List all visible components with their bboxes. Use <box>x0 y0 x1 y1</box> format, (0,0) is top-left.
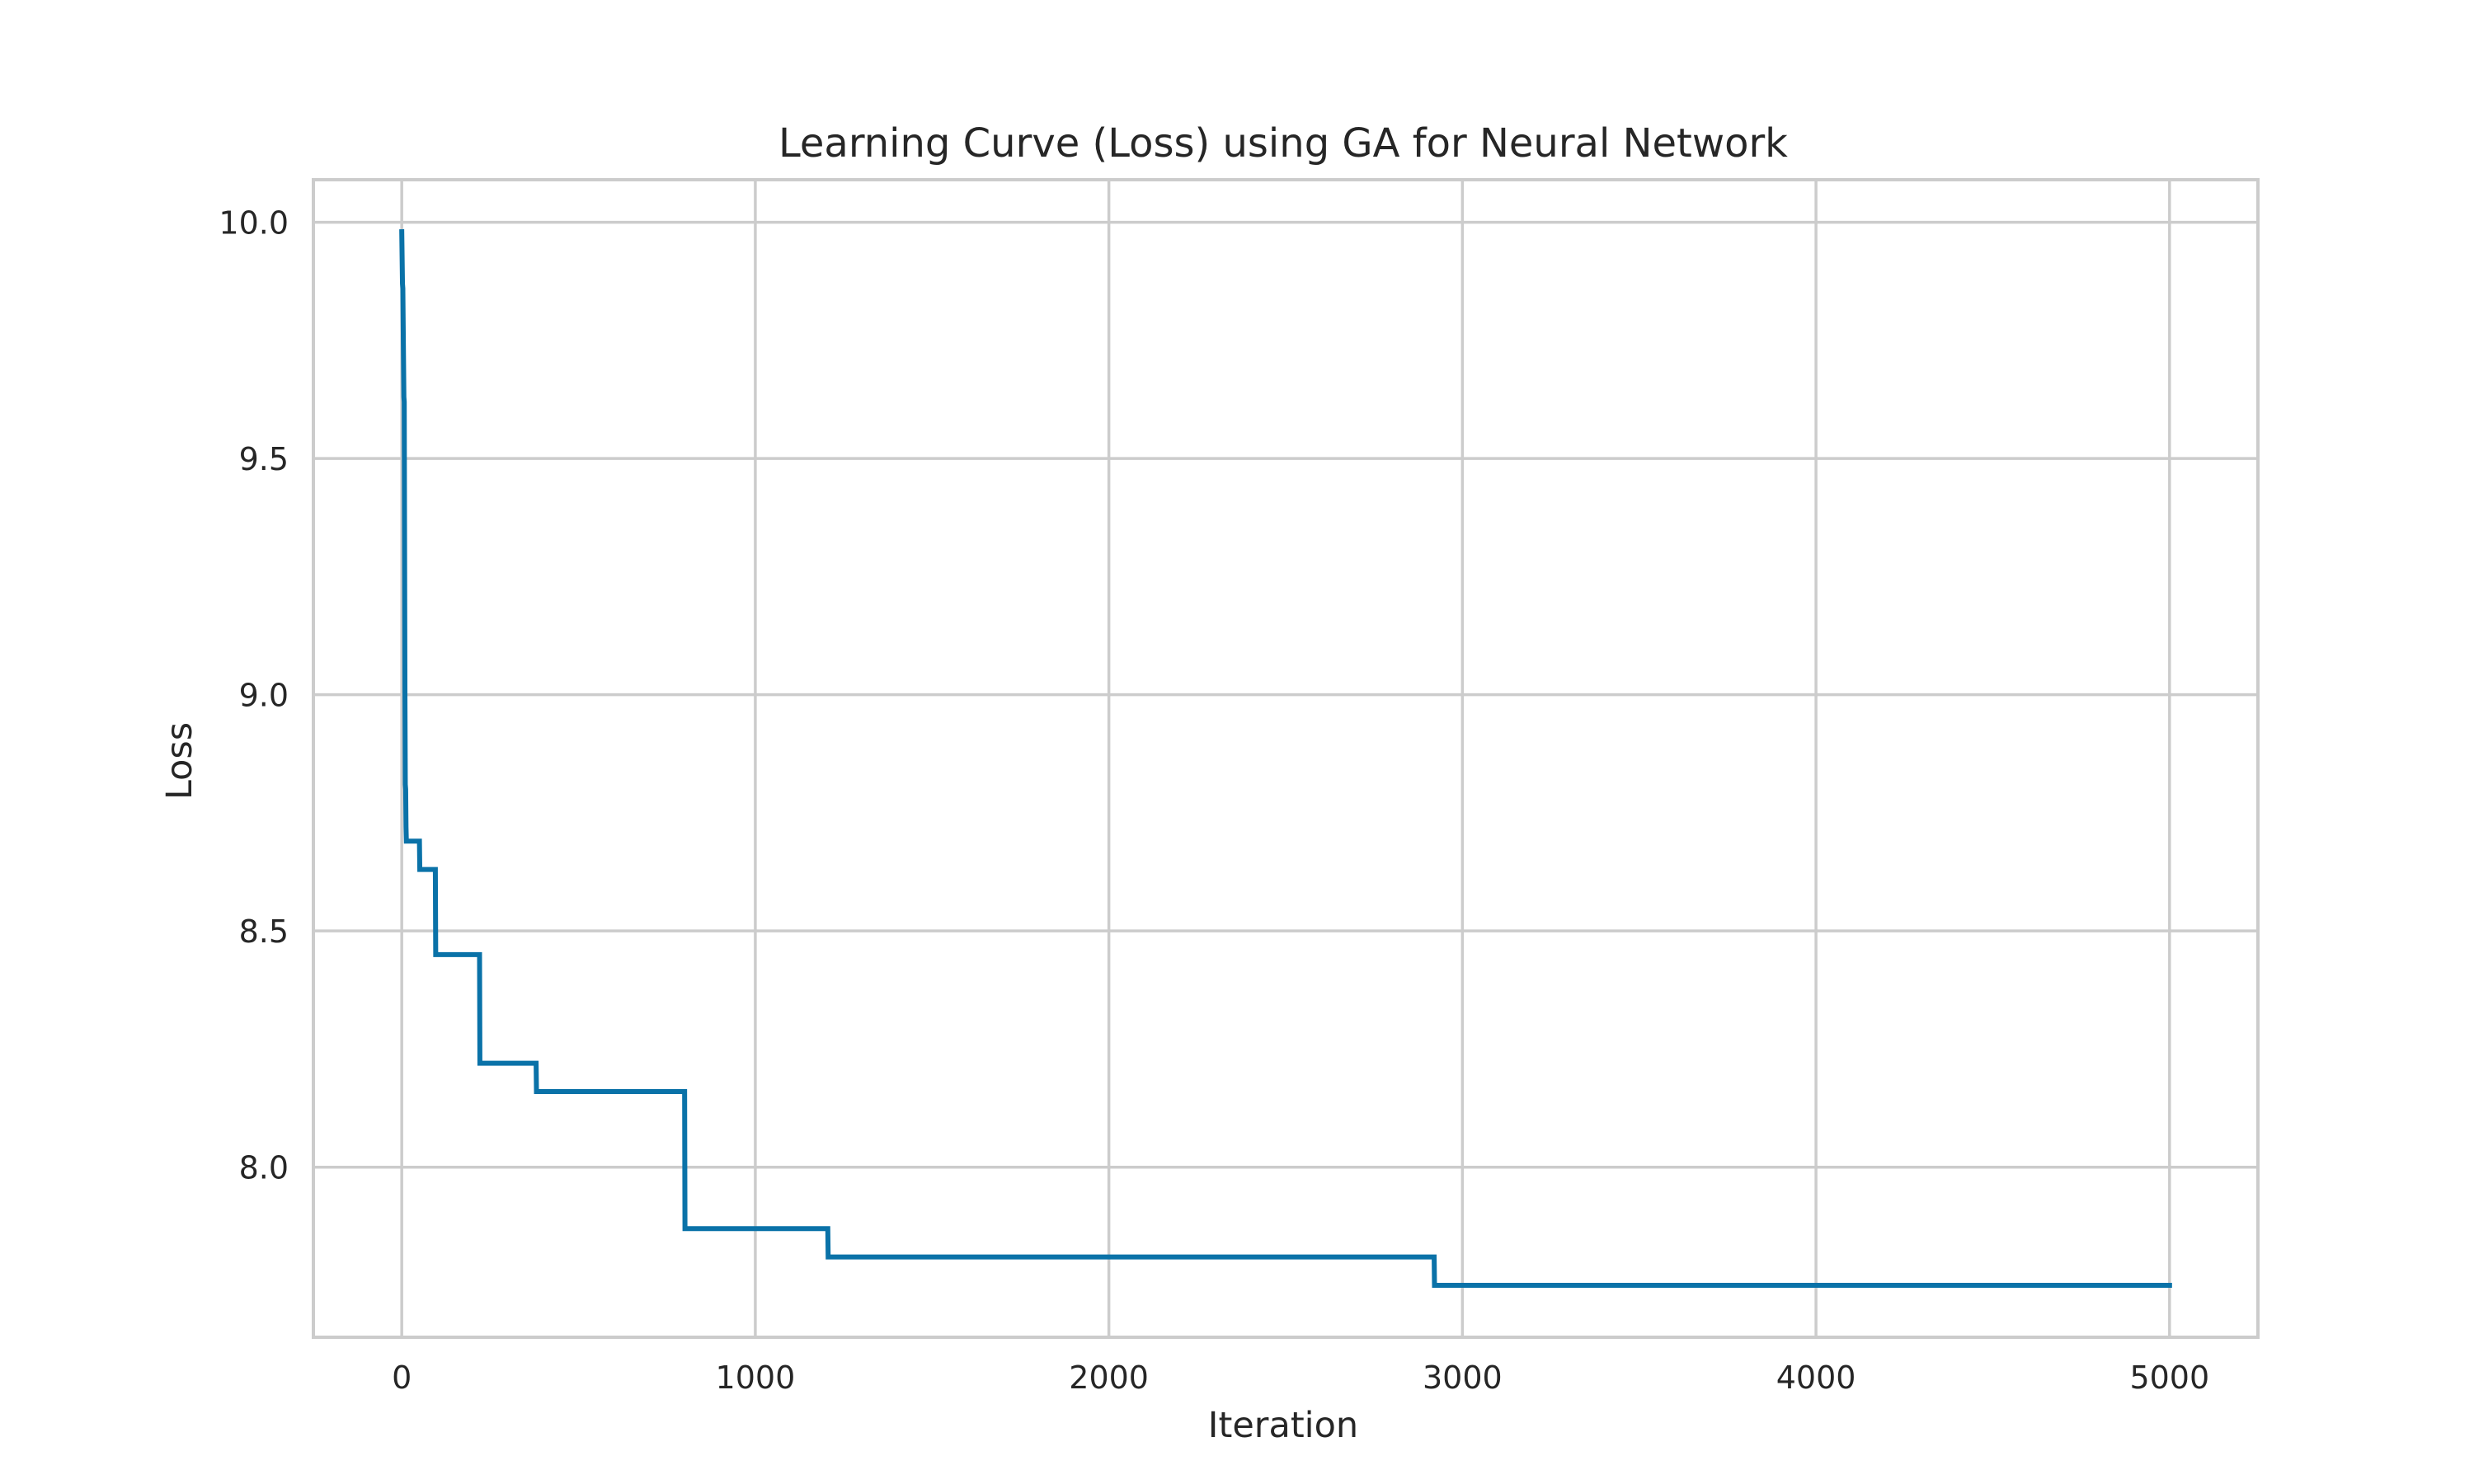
y-tick-labels: 8.0 8.5 9.0 9.5 10.0 <box>219 205 289 1186</box>
x-tick-label: 0 <box>392 1360 412 1396</box>
y-tick-label: 9.0 <box>239 678 289 714</box>
loss-series-line <box>399 228 2172 1288</box>
y-tick-label: 9.5 <box>239 441 289 477</box>
y-tick-label: 10.0 <box>219 205 289 242</box>
y-grid-lines <box>313 220 2258 1169</box>
chart-title: Learning Curve (Loss) using GA for Neura… <box>778 120 1788 167</box>
y-tick-label: 8.5 <box>239 913 289 950</box>
x-tick-label: 1000 <box>716 1360 796 1396</box>
x-grid-lines <box>400 180 2171 1337</box>
series-layer <box>399 228 2172 1288</box>
x-tick-label: 2000 <box>1069 1360 1149 1396</box>
plot-frame <box>312 178 2260 1339</box>
y-tick-label: 8.0 <box>239 1150 289 1186</box>
x-axis-label: Iteration <box>1208 1405 1358 1446</box>
x-tick-label: 3000 <box>1423 1360 1503 1396</box>
x-tick-label: 5000 <box>2129 1360 2209 1396</box>
x-tick-labels: 0 1000 2000 3000 4000 5000 <box>392 1360 2209 1396</box>
x-tick-label: 4000 <box>1776 1360 1856 1396</box>
y-axis-label: Loss <box>159 722 200 800</box>
